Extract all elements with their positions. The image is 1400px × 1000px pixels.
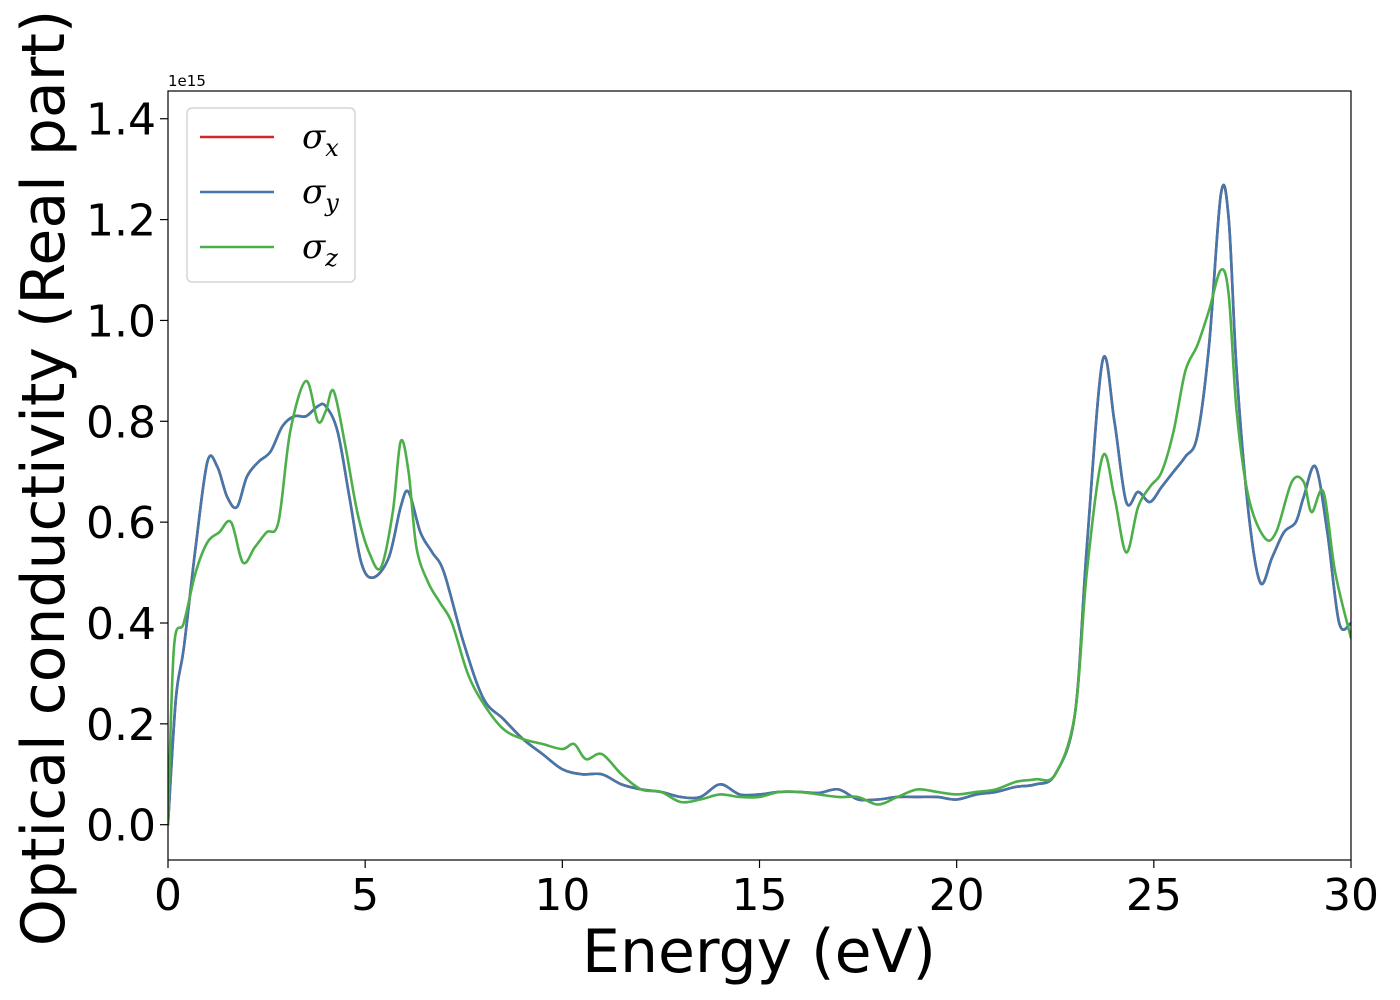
y-axis: 0.0 0.2 0.4 0.6 0.8 1.0 1.2 1.4 [86, 95, 168, 852]
y-tick-label: 0.4 [86, 599, 156, 650]
x-tick-label: 10 [534, 870, 590, 921]
x-tick-label: 15 [732, 870, 788, 921]
x-tick-label: 25 [1126, 870, 1182, 921]
x-tick-label: 20 [929, 870, 985, 921]
x-tick-label: 30 [1323, 870, 1379, 921]
y-tick-label: 0.6 [86, 498, 156, 549]
y-offset-text: 1e15 [168, 72, 206, 90]
x-tick-label: 5 [351, 870, 379, 921]
y-tick-label: 0.2 [86, 700, 156, 751]
y-tick-label: 1.0 [86, 296, 156, 347]
legend-label-y: σy [302, 172, 339, 217]
legend-box [186, 107, 356, 283]
x-axis: 0 5 10 15 20 25 30 [154, 860, 1379, 921]
y-tick-label: 0.8 [86, 397, 156, 448]
y-axis-title: Optical conductivity (Real part) [9, 10, 79, 947]
x-axis-title: Energy (eV) [582, 917, 936, 987]
y-tick-label: 1.4 [86, 95, 156, 146]
x-tick-label: 0 [154, 870, 182, 921]
legend-label-x: σx [302, 117, 339, 162]
legend: σx σy σz [186, 107, 356, 283]
series-layer [168, 183, 1351, 826]
y-tick-label: 0.0 [86, 801, 156, 852]
y-tick-label: 1.2 [86, 196, 156, 247]
series-line-z [168, 268, 1351, 826]
legend-label-z: σz [302, 227, 338, 272]
